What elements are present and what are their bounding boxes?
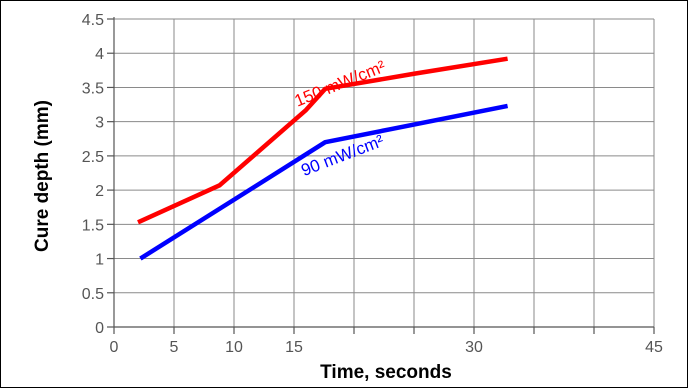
series-layer [137,56,509,261]
x-tick-label: 5 [170,339,179,356]
x-tick-label: 10 [225,339,243,356]
series-line-150 [137,56,508,225]
y-tick-label: 4.5 [82,12,104,29]
series-line-90 [139,103,509,261]
x-tick-label: 15 [285,339,303,356]
y-tick-label: 0 [95,320,104,337]
y-tick-label: 3 [95,115,104,132]
y-tick-label: 2.5 [82,149,104,166]
x-tick-label: 0 [110,339,119,356]
y-tick-label: 0.5 [82,286,104,303]
x-tick-label: 30 [465,339,483,356]
axis-layer [107,17,655,334]
y-axis-title: Cure depth (mm) [32,100,53,252]
y-tick-label: 4 [95,46,104,63]
y-tick-label: 1 [95,252,104,269]
y-tick-label: 2 [95,183,104,200]
y-tick-label: 3.5 [82,80,104,97]
label-layer: 0 5 10 15 30 45 0 0.5 1 1.5 2 2.5 3 3.5 4 4.5 150 mW/cm²… [82,12,663,356]
series-label-150: 150 mW/cm² [292,57,389,111]
y-tick-label: 1.5 [82,217,104,234]
x-tick-label: 45 [645,339,663,356]
x-axis-title: Time, seconds [320,362,452,383]
